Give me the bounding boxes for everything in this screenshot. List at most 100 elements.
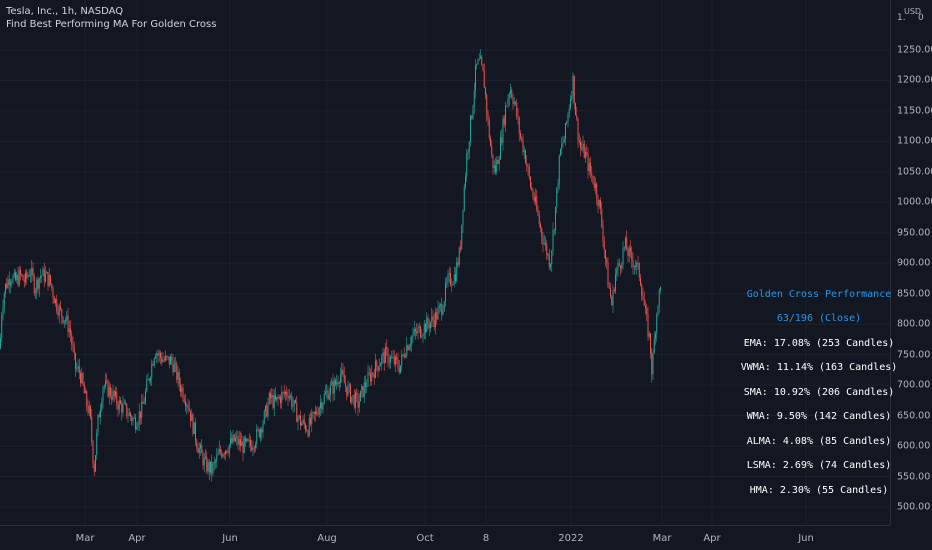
candle-body (460, 247, 461, 249)
price-tick-label: 750.00 (897, 349, 931, 361)
candle-body (73, 347, 75, 354)
candle-body (133, 418, 135, 419)
candle-body (562, 142, 564, 144)
candle-body (242, 441, 244, 453)
candle-body (156, 353, 158, 357)
candle-body (250, 440, 251, 446)
candle-body (226, 450, 228, 453)
candle-body (511, 89, 513, 98)
candle-body (536, 196, 538, 210)
candle-body (255, 444, 256, 449)
candle-body (183, 398, 185, 402)
candle-body (655, 333, 656, 339)
candle-body (340, 374, 341, 383)
candle-body (402, 354, 404, 356)
performance-table-title: Golden Cross Performance (746, 288, 892, 300)
candle-body (470, 115, 471, 142)
candle-body (376, 360, 378, 367)
candle-body (253, 447, 255, 449)
candle-body (427, 317, 429, 325)
candle-body (326, 390, 328, 393)
candle-body (547, 254, 549, 256)
candle-body (296, 402, 298, 423)
candle-body (208, 461, 210, 473)
candle-body (398, 367, 400, 373)
candle-body (162, 359, 164, 363)
candle-body (422, 334, 424, 337)
price-tick-label: 550.00 (897, 471, 931, 483)
performance-row-ema: EMA: 17.08% (253 Candles) (743, 337, 895, 349)
candle-body (106, 380, 108, 382)
candle-body (220, 448, 221, 453)
candle-body (353, 394, 355, 408)
candle-body (445, 283, 446, 302)
candle-body (193, 422, 195, 434)
candle-body (591, 172, 593, 176)
golden-cross-performance-table: Golden Cross Performance 63/196 (Close) … (741, 282, 898, 503)
candle-body (12, 276, 14, 283)
candle-body (370, 373, 371, 382)
candle-body (267, 403, 269, 417)
candle-body (146, 380, 148, 392)
symbol-title[interactable]: Tesla, Inc., 1h, NASDAQ (6, 6, 124, 17)
time-axis[interactable]: Mar Apr Jun Aug Oct 8 2022 Mar Apr Jun (0, 525, 890, 550)
candle-body (645, 306, 646, 308)
candle-body (597, 198, 599, 207)
candle-body (502, 118, 504, 143)
candle-body (111, 395, 113, 400)
candlestick-plot[interactable] (0, 0, 890, 525)
candle-body (416, 331, 418, 334)
candle-body (468, 141, 470, 152)
candle-body (1, 315, 3, 339)
candle-body (397, 359, 399, 368)
candle-body (55, 298, 56, 304)
candle-body (438, 305, 440, 309)
candle-body (91, 416, 93, 442)
candle-body (581, 148, 583, 150)
candle-body (225, 450, 226, 455)
candle-body (316, 411, 318, 414)
candle-body (477, 59, 479, 64)
candle-body (288, 396, 290, 399)
candle-body (136, 427, 138, 430)
currency-label[interactable]: USD (904, 7, 922, 16)
candle-body (23, 279, 25, 283)
candle-body (83, 384, 85, 394)
candle-body (657, 305, 659, 315)
candle-body (491, 146, 493, 155)
candle-body (606, 259, 608, 263)
candle-body (132, 418, 134, 421)
candle-body (170, 356, 171, 365)
candle-body (463, 186, 465, 211)
price-tick-label: 1150.00 (897, 105, 932, 117)
time-tick-label: Oct (416, 533, 434, 544)
candle-body (391, 357, 393, 358)
candle-body (300, 415, 301, 426)
candle-body (413, 329, 415, 335)
candle-body (67, 315, 69, 332)
candle-body (51, 283, 53, 289)
candle-body (78, 366, 80, 373)
chart-legend[interactable]: Tesla, Inc., 1h, NASDAQ Find Best Perfor… (6, 5, 216, 31)
candle-body (138, 411, 140, 424)
candle-body (100, 409, 101, 418)
candle-series (0, 49, 661, 482)
candle-body (121, 403, 123, 413)
candle-body (321, 402, 323, 410)
price-axis[interactable]: 1250.00 1200.00 1150.00 1100.00 1050.00 1000.… (890, 0, 932, 525)
indicator-title[interactable]: Find Best Performing MA For Golden Cross (6, 19, 217, 30)
time-tick-label: Apr (128, 533, 146, 544)
time-tick-label: Jun (222, 533, 238, 544)
candle-body (461, 224, 463, 249)
candle-body (256, 428, 258, 445)
candle-body (453, 274, 455, 284)
candle-body (522, 139, 524, 153)
candle-body (261, 429, 263, 433)
candle-body (320, 402, 321, 408)
candle-body (92, 441, 94, 464)
candle-body (523, 150, 525, 153)
candle-body (471, 115, 473, 119)
candle-body (251, 445, 253, 451)
candle-body (47, 271, 49, 287)
